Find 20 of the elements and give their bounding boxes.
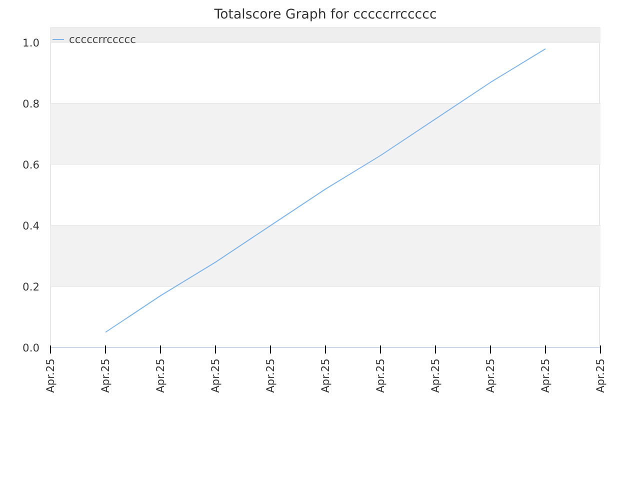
line-series	[105, 48, 546, 333]
y-tick-label: 0.2	[22, 280, 40, 294]
x-tick-label: Apr.25	[429, 358, 442, 393]
x-tick-label: Apr.25	[99, 358, 112, 393]
x-tick-label: Apr.25	[154, 358, 167, 393]
y-tick-label: 0.0	[22, 342, 40, 354]
y-tick-label: 0.6	[22, 158, 40, 172]
text: cccccrrccccc	[69, 32, 136, 46]
x-tick-label: Apr.25	[319, 358, 332, 393]
x-tick-label: Apr.25	[44, 358, 57, 393]
y-tick-label: 0.8	[22, 98, 40, 111]
x-tick-label: Apr.25	[209, 358, 222, 393]
x-tick-label: Apr.25	[264, 358, 277, 393]
x-tick-label: Apr.25	[594, 358, 607, 393]
x-tick-label: Apr.25	[484, 358, 497, 393]
chart-title: Totalscore Graph for cccccrrccccc	[213, 8, 437, 22]
x-tick-label: Apr.25	[374, 358, 387, 393]
x-tick-label: Apr.25	[539, 358, 552, 393]
y-tick-label: 0.4	[22, 220, 40, 233]
y-tick-label: 1.0	[22, 36, 40, 50]
